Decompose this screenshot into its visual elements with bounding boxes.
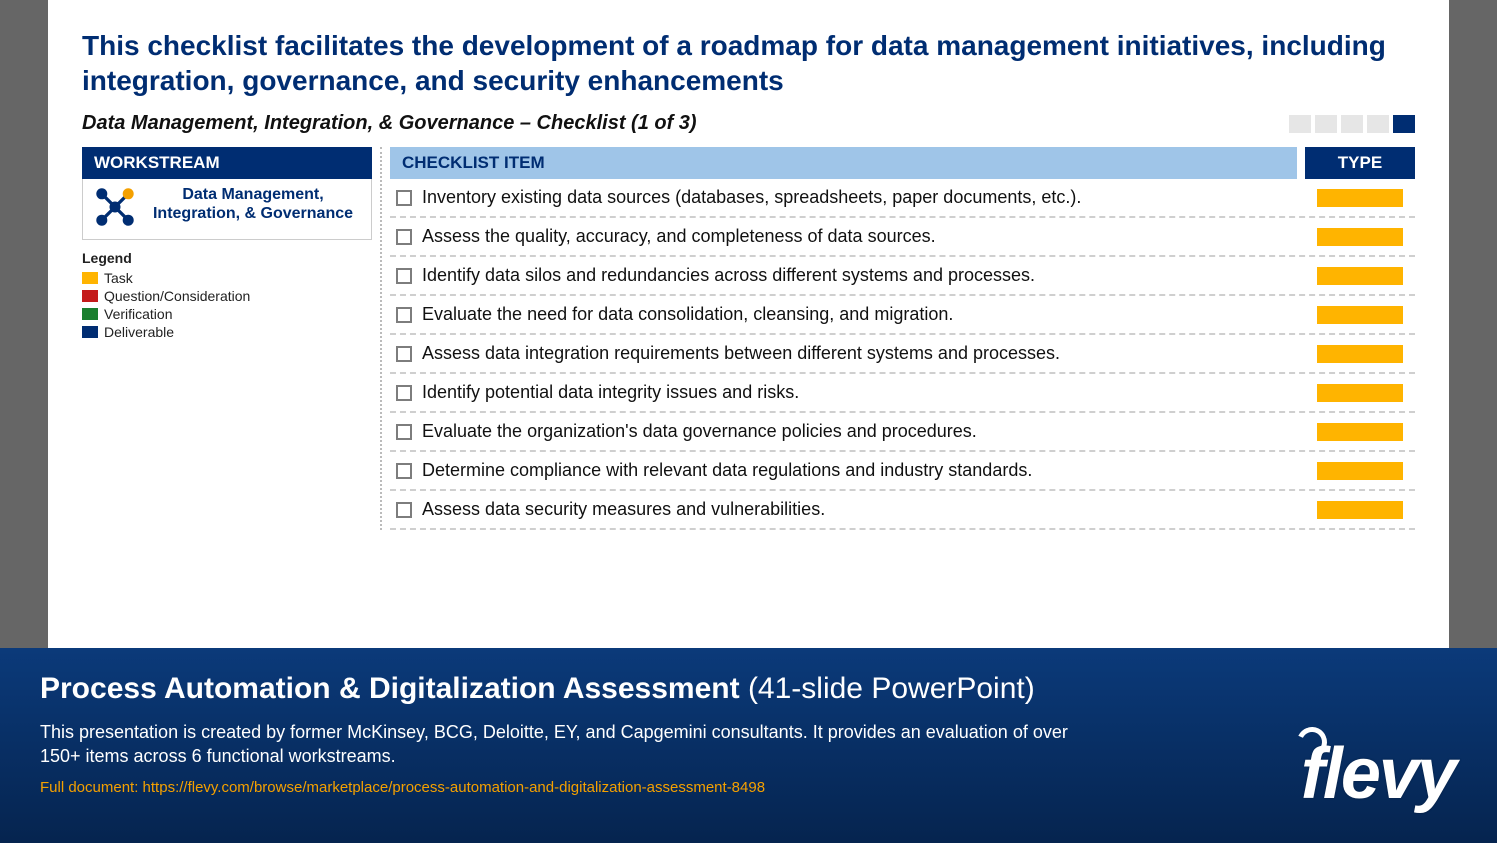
page: This checklist facilitates the developme… xyxy=(0,0,1497,843)
checklist-row: Identify data silos and redundancies acr… xyxy=(390,257,1415,296)
table-header: CHECKLIST ITEM TYPE xyxy=(390,147,1415,179)
legend-label: Task xyxy=(104,270,133,286)
checkbox-icon[interactable] xyxy=(396,268,412,284)
checklist-item-text: Identify potential data integrity issues… xyxy=(422,382,1295,403)
workstream-header: WORKSTREAM xyxy=(82,147,372,179)
checklist-item-header: CHECKLIST ITEM xyxy=(390,147,1297,179)
type-swatch xyxy=(1317,384,1403,402)
legend-swatch xyxy=(82,326,98,338)
workstream-label: Data Management, Integration, & Governan… xyxy=(145,185,361,223)
legend-row: Task xyxy=(82,270,372,286)
progress-square xyxy=(1393,115,1415,133)
checklist-item-text: Identify data silos and redundancies acr… xyxy=(422,265,1295,286)
legend-label: Verification xyxy=(104,306,172,322)
checkbox-icon[interactable] xyxy=(396,463,412,479)
checklist-row: Assess data security measures and vulner… xyxy=(390,491,1415,530)
banner-title-bold: Process Automation & Digitalization Asse… xyxy=(40,672,740,705)
checkbox-icon[interactable] xyxy=(396,385,412,401)
slide-subtitle: Data Management, Integration, & Governan… xyxy=(82,112,697,135)
slide: This checklist facilitates the developme… xyxy=(48,0,1449,648)
checkbox-icon[interactable] xyxy=(396,307,412,323)
legend-title: Legend xyxy=(82,250,372,266)
checkbox-icon[interactable] xyxy=(396,229,412,245)
subtitle-row: Data Management, Integration, & Governan… xyxy=(82,112,1415,135)
checkbox-icon[interactable] xyxy=(396,346,412,362)
footer-banner: Process Automation & Digitalization Asse… xyxy=(0,648,1497,843)
progress-square xyxy=(1367,115,1389,133)
checklist-item-text: Evaluate the organization's data governa… xyxy=(422,421,1295,442)
legend-swatch xyxy=(82,290,98,302)
legend-swatch xyxy=(82,272,98,284)
checklist-row: Identify potential data integrity issues… xyxy=(390,374,1415,413)
progress-square xyxy=(1315,115,1337,133)
checklist-row: Evaluate the organization's data governa… xyxy=(390,413,1415,452)
legend-row: Verification xyxy=(82,306,372,322)
progress-square xyxy=(1341,115,1363,133)
type-swatch xyxy=(1317,423,1403,441)
progress-indicator xyxy=(1289,115,1415,133)
checkbox-icon[interactable] xyxy=(396,190,412,206)
banner-title: Process Automation & Digitalization Asse… xyxy=(40,672,1457,706)
legend-swatch xyxy=(82,308,98,320)
checklist-rows: Inventory existing data sources (databas… xyxy=(390,179,1415,530)
type-cell xyxy=(1305,462,1415,480)
checkbox-icon[interactable] xyxy=(396,424,412,440)
flevy-logo: flevy xyxy=(1301,733,1455,815)
type-cell xyxy=(1305,228,1415,246)
checkbox-icon[interactable] xyxy=(396,502,412,518)
type-swatch xyxy=(1317,501,1403,519)
network-icon xyxy=(93,185,137,229)
type-swatch xyxy=(1317,267,1403,285)
checklist-item-text: Assess data integration requirements bet… xyxy=(422,343,1295,364)
banner-link[interactable]: Full document: https://flevy.com/browse/… xyxy=(40,779,1457,796)
legend: Legend Task Question/Consideration Verific… xyxy=(82,250,372,340)
checklist-row: Inventory existing data sources (databas… xyxy=(390,179,1415,218)
legend-label: Deliverable xyxy=(104,324,174,340)
checklist-item-text: Inventory existing data sources (databas… xyxy=(422,187,1295,208)
type-swatch xyxy=(1317,228,1403,246)
checklist-item-text: Evaluate the need for data consolidation… xyxy=(422,304,1295,325)
workstream-body: Data Management, Integration, & Governan… xyxy=(82,179,372,240)
legend-items: Task Question/Consideration Verification De… xyxy=(82,270,372,340)
checklist-row: Assess data integration requirements bet… xyxy=(390,335,1415,374)
type-cell xyxy=(1305,423,1415,441)
slide-title: This checklist facilitates the developme… xyxy=(82,28,1415,98)
type-swatch xyxy=(1317,306,1403,324)
checklist-row: Assess the quality, accuracy, and comple… xyxy=(390,218,1415,257)
type-cell xyxy=(1305,189,1415,207)
checklist-item-text: Assess data security measures and vulner… xyxy=(422,499,1295,520)
legend-row: Deliverable xyxy=(82,324,372,340)
progress-square xyxy=(1289,115,1311,133)
right-column: CHECKLIST ITEM TYPE Inventory existing d… xyxy=(390,147,1415,530)
type-cell xyxy=(1305,267,1415,285)
left-column: WORKSTREAM Data Management, Integration,… xyxy=(82,147,372,530)
type-cell xyxy=(1305,501,1415,519)
content-area: WORKSTREAM Data Management, Integration,… xyxy=(82,147,1415,530)
type-cell xyxy=(1305,345,1415,363)
checklist-item-text: Assess the quality, accuracy, and comple… xyxy=(422,226,1295,247)
type-header: TYPE xyxy=(1305,147,1415,179)
banner-description: This presentation is created by former M… xyxy=(40,720,1100,769)
type-cell xyxy=(1305,306,1415,324)
type-swatch xyxy=(1317,345,1403,363)
type-swatch xyxy=(1317,462,1403,480)
type-swatch xyxy=(1317,189,1403,207)
checklist-item-text: Determine compliance with relevant data … xyxy=(422,460,1295,481)
legend-row: Question/Consideration xyxy=(82,288,372,304)
checklist-row: Evaluate the need for data consolidation… xyxy=(390,296,1415,335)
legend-label: Question/Consideration xyxy=(104,288,250,304)
checklist-row: Determine compliance with relevant data … xyxy=(390,452,1415,491)
banner-title-thin: (41-slide PowerPoint) xyxy=(740,672,1035,705)
type-cell xyxy=(1305,384,1415,402)
